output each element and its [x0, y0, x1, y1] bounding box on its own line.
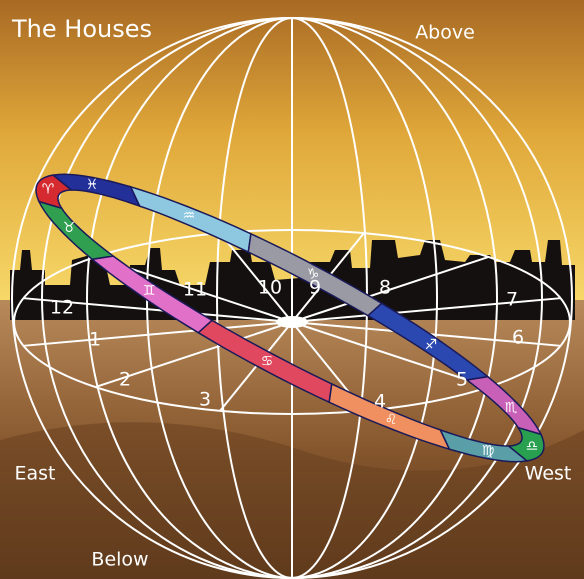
zodiac-sign: ♎: [526, 439, 539, 455]
house-number: 12: [50, 297, 74, 319]
zodiac-sign: ♒: [183, 208, 196, 224]
direction-label: Below: [91, 549, 148, 571]
zodiac-sign: ♈: [42, 181, 55, 197]
house-number: 4: [374, 391, 386, 413]
direction-label: Above: [415, 22, 475, 44]
zodiac-sign: ♌: [385, 412, 398, 428]
house-number: 9: [309, 277, 321, 299]
house-number: 6: [512, 327, 524, 349]
zodiac-sign: ♐: [425, 337, 438, 353]
house-number: 8: [379, 277, 391, 299]
house-number: 7: [506, 289, 518, 311]
diagram: ♈♓♒♑♐♏♎♍♌♋♊♉ The Houses Above Below East…: [0, 0, 584, 579]
direction-label: East: [15, 463, 56, 485]
house-number: 3: [199, 389, 211, 411]
zodiac-sign: ♊: [143, 283, 156, 299]
house-number: 1: [89, 329, 101, 351]
house-number: 5: [456, 369, 468, 391]
house-number: 10: [258, 277, 282, 299]
center: [276, 316, 308, 328]
zodiac-sign: ♍: [482, 443, 495, 459]
title: The Houses: [11, 15, 152, 43]
zodiac-sign: ♋: [261, 353, 274, 369]
page: ♈♓♒♑♐♏♎♍♌♋♊♉ The Houses Above Below East…: [0, 0, 584, 579]
house-number: 2: [119, 369, 131, 391]
zodiac-sign: ♏: [505, 400, 518, 416]
zodiac-sign: ♓: [86, 177, 99, 193]
direction-label: West: [525, 463, 572, 485]
zodiac-sign: ♉: [63, 220, 76, 236]
house-number: 11: [183, 279, 207, 301]
